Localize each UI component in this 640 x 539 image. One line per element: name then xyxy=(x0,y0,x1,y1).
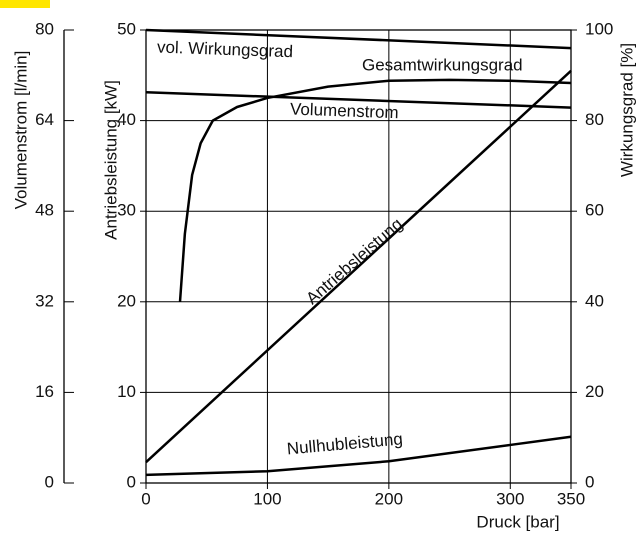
y-tick-label: 40 xyxy=(117,110,136,129)
x-tick-label: 100 xyxy=(253,489,281,508)
corner-badge xyxy=(0,0,50,8)
curve-label: Gesamtwirkungsgrad xyxy=(362,55,523,74)
y2-tick-label: 20 xyxy=(585,382,604,401)
series-line xyxy=(145,28,572,50)
y-tick-label: 0 xyxy=(127,472,136,491)
series-line xyxy=(145,91,572,109)
curve-label: Nullhubleistung xyxy=(286,429,403,458)
y3-axis-title: Volumenstrom [l/min] xyxy=(11,51,30,210)
series-line xyxy=(178,78,572,302)
y-tick-label: 20 xyxy=(117,291,136,310)
y3-tick-label: 0 xyxy=(45,472,54,491)
y3-tick-label: 48 xyxy=(35,201,54,220)
x-tick-label: 350 xyxy=(557,489,585,508)
curve-label: Antriebsleistung xyxy=(302,214,406,308)
x-tick-label: 0 xyxy=(141,489,150,508)
y-tick-label: 30 xyxy=(117,201,136,220)
y-tick-label: 50 xyxy=(117,19,136,38)
y2-tick-label: 40 xyxy=(585,291,604,310)
curve-label: vol. Wirkungsgrad xyxy=(157,37,294,61)
y3-tick-label: 16 xyxy=(35,382,54,401)
y3-tick-label: 64 xyxy=(35,110,54,129)
x-axis-title: Druck [bar] xyxy=(476,512,559,531)
y-tick-label: 10 xyxy=(117,382,136,401)
plot-frame xyxy=(145,29,572,484)
y3-tick-label: 32 xyxy=(35,291,54,310)
curve-label: Volumenstrom xyxy=(290,99,399,122)
y2-tick-label: 60 xyxy=(585,201,604,220)
series-line xyxy=(145,69,572,464)
y2-tick-label: 80 xyxy=(585,110,604,129)
y2-tick-label: 0 xyxy=(585,472,594,491)
y2-axis-title: Wirkungsgrad [%] xyxy=(617,43,636,177)
y-axis-title: Antriebsleistung [kW] xyxy=(101,80,120,240)
x-tick-label: 200 xyxy=(375,489,403,508)
x-tick-label: 300 xyxy=(496,489,524,508)
y3-tick-label: 80 xyxy=(35,19,54,38)
y2-tick-label: 100 xyxy=(585,19,613,38)
series-line xyxy=(145,435,572,477)
